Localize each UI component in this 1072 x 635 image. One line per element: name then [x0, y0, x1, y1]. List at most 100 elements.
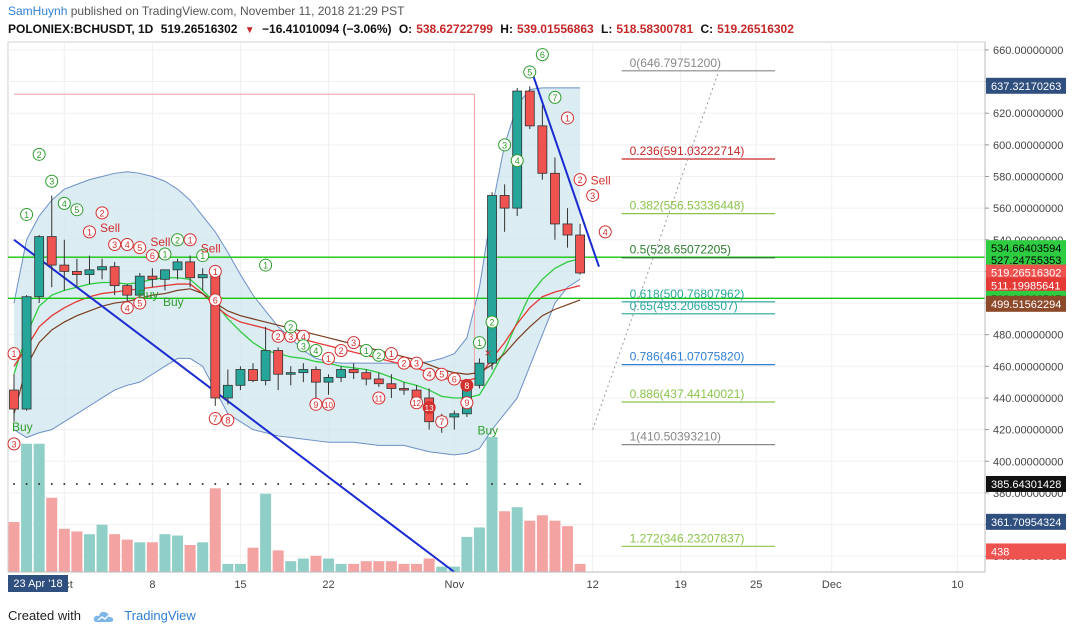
td-count-circle	[145, 249, 159, 263]
volume-bar	[96, 524, 108, 572]
td-count-circle	[410, 356, 424, 370]
dotted-marker	[541, 483, 544, 486]
price-tag	[986, 513, 1066, 530]
volume-bar	[436, 566, 448, 572]
candle-body	[298, 369, 309, 374]
td-count-label: 1	[477, 338, 482, 348]
td-count-label: 2	[288, 322, 293, 332]
td-count-circle	[284, 320, 298, 334]
td-count-label: 2	[401, 359, 406, 369]
tradingview-cloud-icon	[93, 611, 113, 622]
candle-body	[348, 369, 359, 374]
dotted-marker	[38, 483, 41, 486]
td-count-label: 1	[565, 113, 570, 123]
candle-body	[550, 172, 560, 225]
td-count-circle	[271, 329, 285, 343]
price-tag-label: 519.26516302	[991, 268, 1061, 280]
publish-text: published on TradingView.com, November 1…	[70, 4, 405, 18]
td-count-label: 7	[439, 417, 444, 427]
td-count-label: 6	[150, 251, 155, 261]
dotted-marker	[491, 483, 494, 486]
td-count-label: 6	[452, 374, 457, 384]
td-count-circle	[309, 397, 323, 411]
td-count-circle	[7, 437, 21, 451]
td-count-label: 3	[414, 359, 419, 369]
td-count-circle	[435, 415, 449, 429]
candle-body	[147, 275, 158, 280]
candle-body	[160, 269, 170, 280]
td-count-circle	[171, 233, 185, 247]
td-count-circle	[460, 396, 474, 410]
dotted-marker	[101, 483, 104, 486]
price-tag-label: 385.64301428	[991, 479, 1061, 491]
td-count-circle	[45, 174, 59, 188]
candle-body	[399, 388, 409, 391]
td-count-circle	[472, 336, 486, 350]
td-count-circle	[108, 238, 122, 252]
candle-body	[197, 274, 208, 279]
td-count-circle	[573, 173, 587, 187]
candle-body	[235, 369, 246, 386]
candle-body	[21, 296, 32, 410]
created-with-text: Created with	[8, 608, 81, 623]
td-count-circle	[120, 301, 134, 315]
td-count-label: 2	[276, 332, 281, 342]
time-tick-label: 12	[587, 579, 599, 591]
td-count-circle	[598, 225, 612, 239]
signal-label: Sell	[201, 241, 221, 255]
volume-bar	[423, 558, 435, 572]
dotted-marker	[63, 483, 66, 486]
volume-bar	[373, 561, 385, 572]
fib-level-label: 0.786(461.07075820)	[630, 350, 745, 364]
volume-bar	[71, 531, 83, 572]
low-value: 518.58300781	[616, 22, 694, 36]
td-count-label: 2	[339, 346, 344, 356]
volume-bar	[21, 443, 33, 572]
price-tick-label: 560.00000000	[993, 203, 1063, 215]
td-count-label: 5	[137, 299, 142, 309]
ema-brown-line	[13, 288, 581, 414]
td-count-label: 1	[87, 227, 92, 237]
dotted-marker	[402, 483, 405, 486]
td-count-circle	[95, 206, 109, 220]
time-tick-label: 22	[322, 579, 334, 591]
author-link[interactable]: SamHuynh	[8, 4, 68, 18]
td-count-label: 5	[439, 370, 444, 380]
dotted-marker	[201, 483, 204, 486]
dotted-marker	[239, 483, 242, 486]
td-count-circle	[334, 344, 348, 358]
dotted-marker	[214, 483, 217, 486]
symbol-label: POLONIEX:BCHUSDT, 1D	[8, 22, 154, 36]
candle-body	[373, 378, 384, 385]
time-tick-label: 8	[149, 579, 155, 591]
td-count-label: 1	[200, 251, 205, 261]
low-label: L:	[601, 22, 613, 36]
high-value: 539.01556863	[516, 22, 594, 36]
fib-level-label: 0.236(591.03222714)	[630, 144, 745, 158]
candle-body	[222, 384, 233, 399]
bollinger-lower	[13, 278, 581, 456]
price-tag	[986, 475, 1066, 492]
td-count-label: 6	[540, 50, 545, 60]
candle-body	[311, 369, 321, 383]
td-count-label: 1	[263, 261, 268, 271]
td-count-circle	[384, 347, 398, 361]
td-count-label: 4	[301, 332, 306, 342]
volume-bar	[524, 520, 536, 572]
change-value: −16.41010094 (−3.06%)	[262, 22, 392, 36]
price-tag	[986, 543, 1066, 560]
td-count-circle	[133, 241, 147, 255]
dotted-marker	[176, 483, 179, 486]
td-count-label: 4	[515, 156, 520, 166]
candle-body	[248, 369, 258, 381]
td-count-label: 3	[351, 338, 356, 348]
tradingview-link[interactable]: TradingView	[124, 608, 196, 623]
volume-bar	[398, 563, 410, 572]
td-count-label: 7	[552, 93, 557, 103]
td-count-circle	[397, 356, 411, 370]
recent-trend-line	[528, 65, 600, 267]
dotted-marker	[528, 483, 531, 486]
td-count-circle	[309, 344, 323, 358]
td-count-circle	[7, 347, 21, 361]
